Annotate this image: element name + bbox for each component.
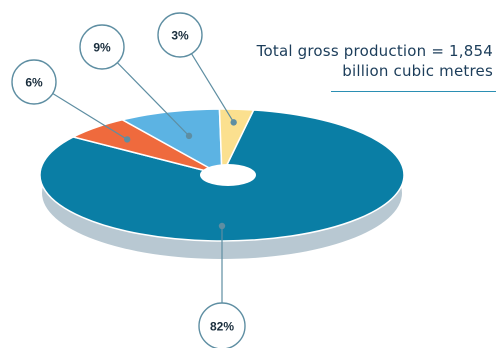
callout-82-percent <box>198 302 246 348</box>
slice-3-percent <box>218 108 255 176</box>
callout-line <box>116 62 190 137</box>
callout-anchor-dot <box>230 119 237 126</box>
total-production-line1: Total gross production = 1,854 <box>256 42 493 60</box>
donut-hole <box>200 164 256 186</box>
callout-line <box>191 53 235 123</box>
label-82-percent: 82% <box>210 320 234 334</box>
total-production-line2: billion cubic metres <box>342 62 493 80</box>
annotation-underline <box>331 91 496 92</box>
label-9-percent: 9% <box>93 41 111 55</box>
callout-9-percent <box>79 24 125 70</box>
callout-6-percent <box>11 59 57 105</box>
callout-line <box>52 93 128 140</box>
label-3-percent: 3% <box>171 29 189 43</box>
label-6-percent: 6% <box>25 76 43 90</box>
callout-anchor-dot <box>218 222 226 230</box>
callout-anchor-dot <box>123 136 131 143</box>
slice-9-percent <box>120 108 223 177</box>
callout-anchor-dot <box>185 132 193 140</box>
callout-3-percent <box>157 12 203 58</box>
